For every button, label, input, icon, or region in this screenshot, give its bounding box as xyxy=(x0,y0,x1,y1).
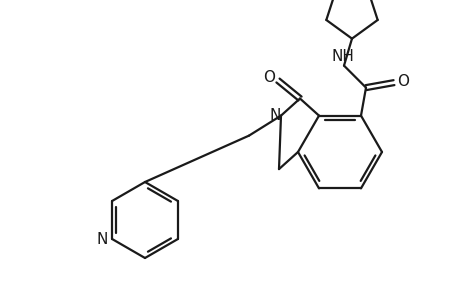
Text: N: N xyxy=(269,108,280,123)
Text: N: N xyxy=(96,232,107,247)
Text: NH: NH xyxy=(331,49,354,64)
Text: O: O xyxy=(396,74,408,89)
Text: O: O xyxy=(263,70,274,85)
